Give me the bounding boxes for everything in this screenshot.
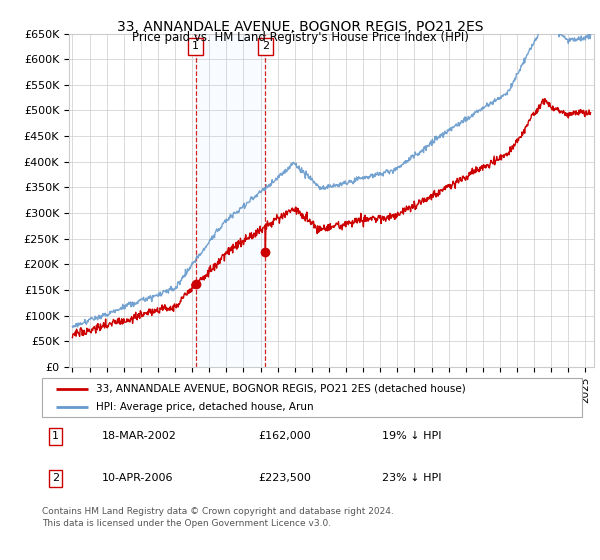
Text: 1: 1 [52, 431, 59, 441]
Text: 19% ↓ HPI: 19% ↓ HPI [382, 431, 442, 441]
Text: 23% ↓ HPI: 23% ↓ HPI [382, 473, 442, 483]
Text: 10-APR-2006: 10-APR-2006 [101, 473, 173, 483]
Text: HPI: Average price, detached house, Arun: HPI: Average price, detached house, Arun [96, 402, 314, 412]
Text: 33, ANNANDALE AVENUE, BOGNOR REGIS, PO21 2ES: 33, ANNANDALE AVENUE, BOGNOR REGIS, PO21… [117, 20, 483, 34]
Text: Price paid vs. HM Land Registry's House Price Index (HPI): Price paid vs. HM Land Registry's House … [131, 31, 469, 44]
Text: £162,000: £162,000 [258, 431, 311, 441]
Bar [196, 34, 265, 367]
Text: 2: 2 [52, 473, 59, 483]
Text: 18-MAR-2002: 18-MAR-2002 [101, 431, 176, 441]
Text: 1: 1 [192, 41, 199, 52]
Text: 33, ANNANDALE AVENUE, BOGNOR REGIS, PO21 2ES (detached house): 33, ANNANDALE AVENUE, BOGNOR REGIS, PO21… [96, 384, 466, 394]
Text: £223,500: £223,500 [258, 473, 311, 483]
Text: Contains HM Land Registry data © Crown copyright and database right 2024.
This d: Contains HM Land Registry data © Crown c… [42, 507, 394, 528]
Text: 2: 2 [262, 41, 269, 52]
